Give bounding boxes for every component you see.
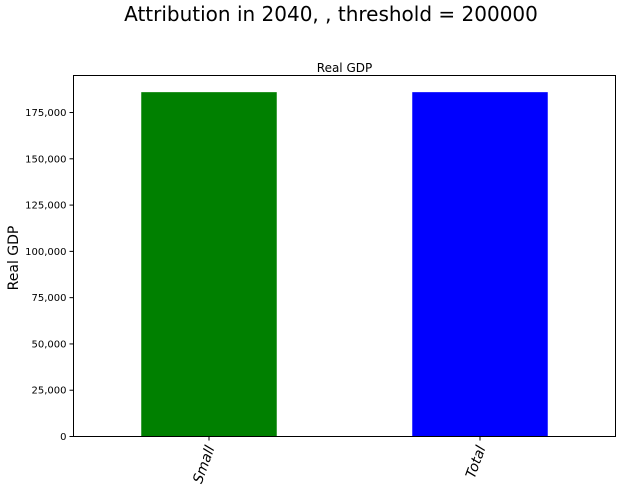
y-tick-label: 175,000: [25, 108, 66, 119]
plot-frame: [73, 75, 616, 437]
figure-suptitle: Attribution in 2040, , threshold = 20000…: [124, 2, 538, 26]
y-axis-label: Real GDP: [6, 226, 22, 291]
bar-total: [412, 92, 548, 437]
x-tick-label-total: Total: [463, 444, 489, 481]
y-tick-label: 150,000: [25, 154, 66, 165]
x-axis: Small Total: [190, 436, 490, 486]
bar-small: [141, 92, 277, 437]
y-tick-label: 125,000: [25, 201, 66, 212]
y-tick-label: 100,000: [25, 247, 66, 258]
chart-title: Real GDP: [317, 61, 372, 75]
y-tick-label: 0: [60, 432, 66, 443]
y-axis: 0 25,000 50,000 75,000 100,000 125,000 150,000…: [25, 108, 74, 443]
y-tick-label: 75,000: [32, 293, 67, 304]
bars-group: [141, 92, 548, 437]
y-tick-label: 50,000: [32, 339, 67, 350]
y-tick-label: 25,000: [32, 386, 67, 397]
x-tick-label-small: Small: [190, 444, 218, 486]
